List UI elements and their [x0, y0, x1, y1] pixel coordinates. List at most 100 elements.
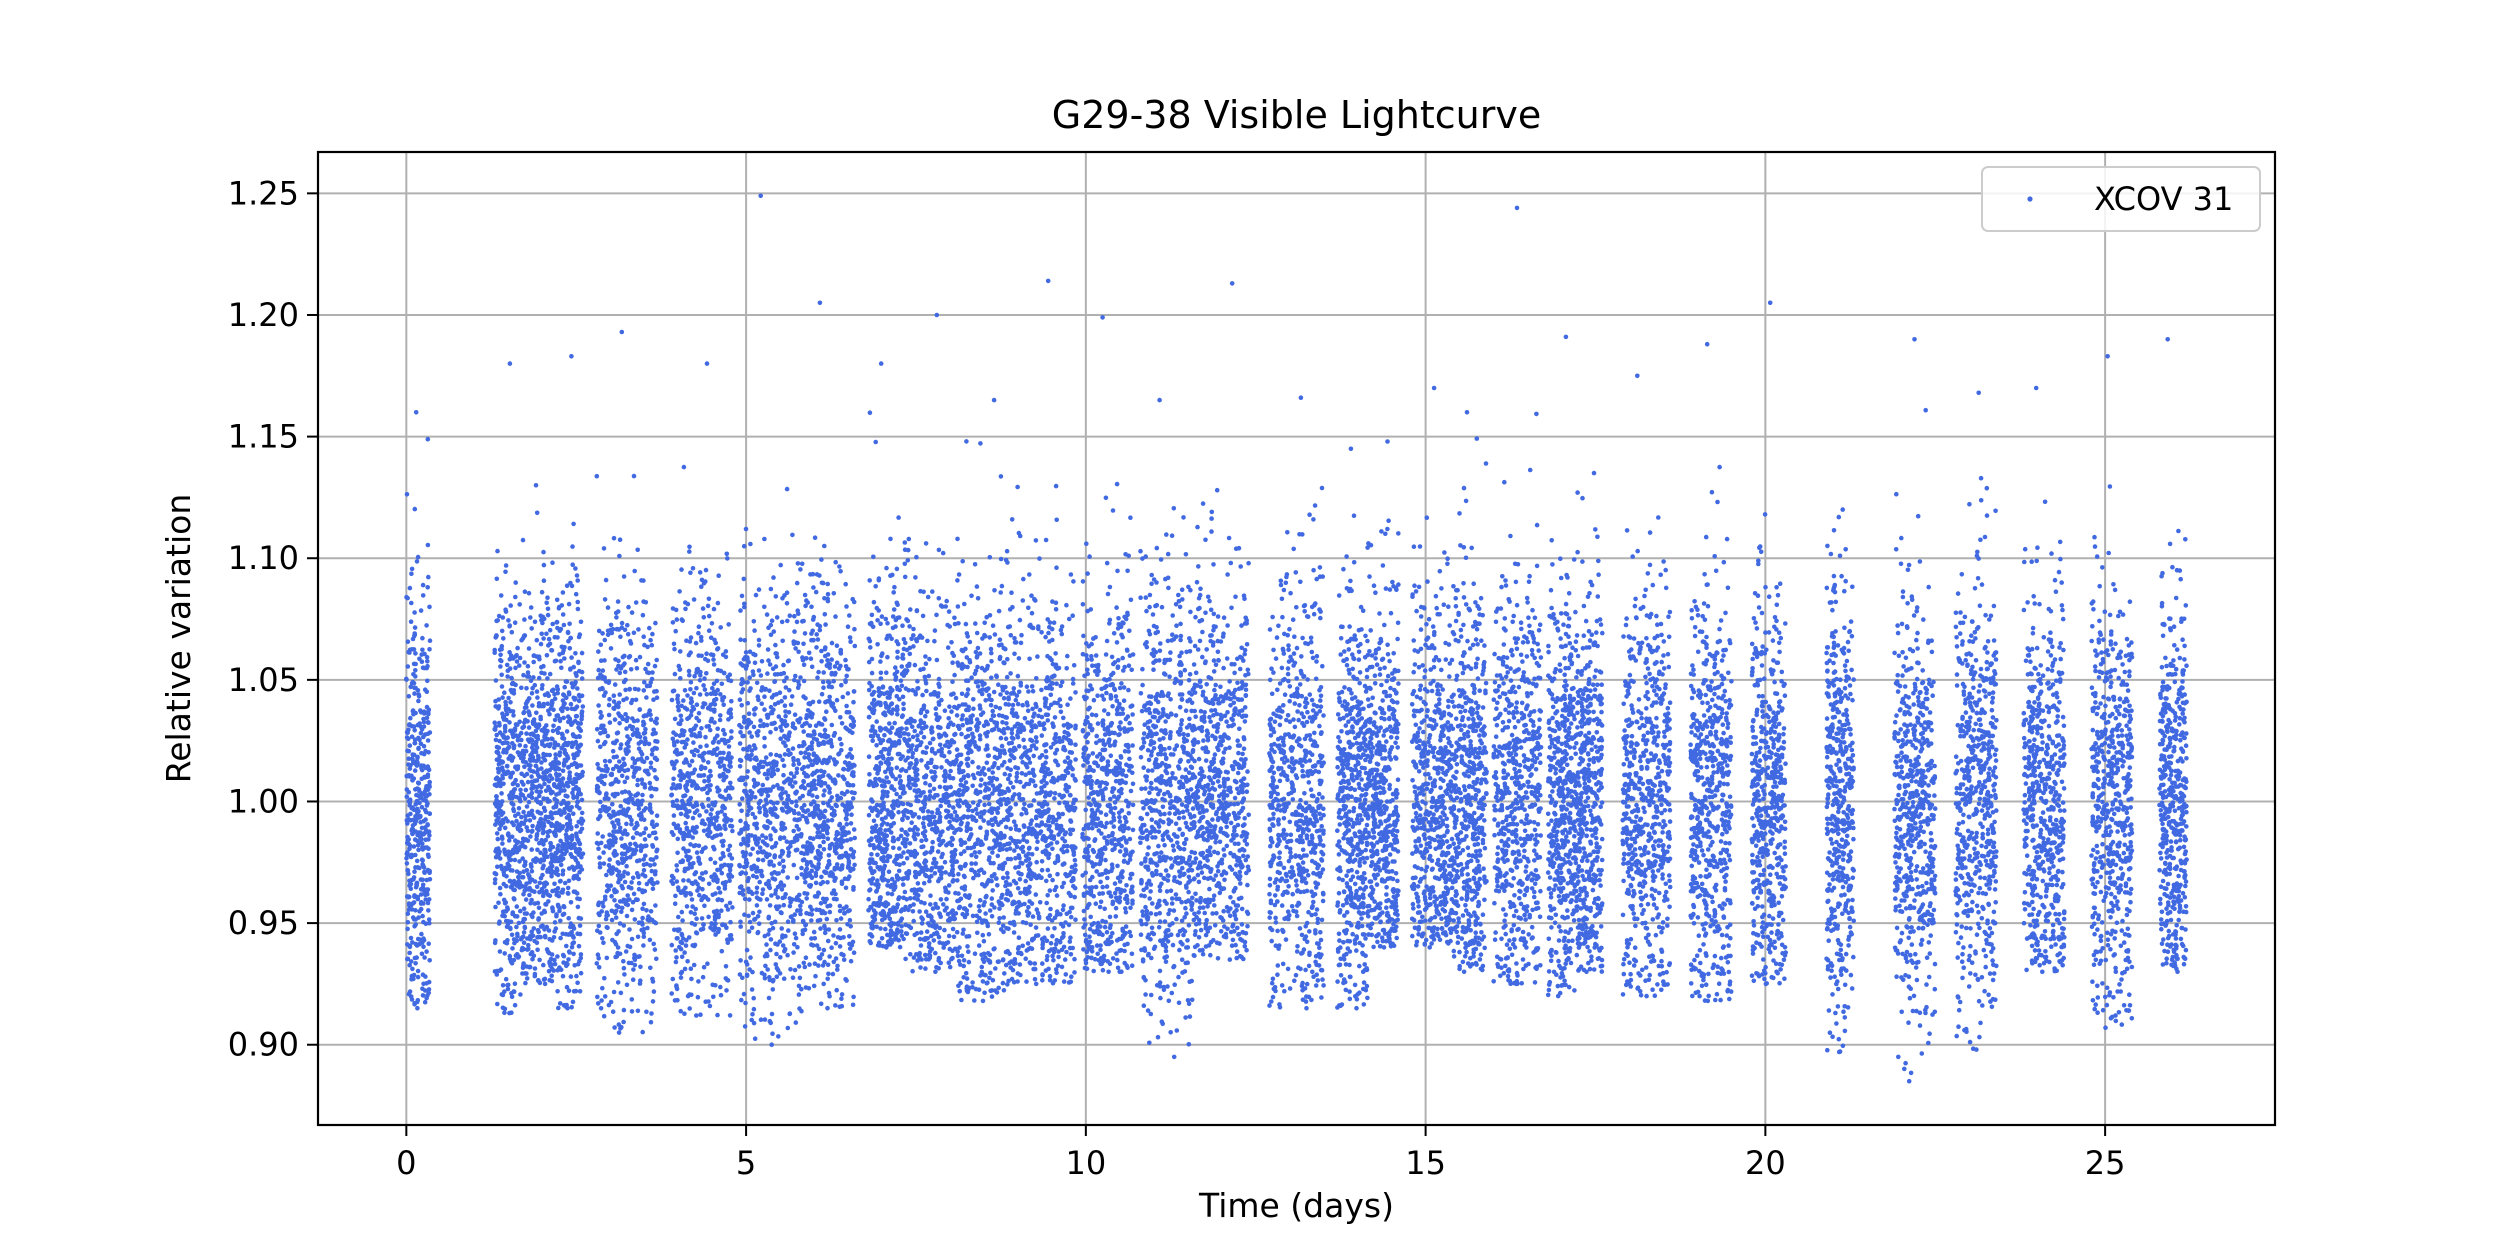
- data-point: [830, 723, 835, 728]
- data-point: [812, 782, 817, 787]
- data-point: [827, 695, 832, 700]
- data-point: [841, 695, 846, 700]
- data-point: [547, 799, 552, 804]
- data-point: [561, 612, 566, 617]
- data-point: [827, 954, 832, 959]
- data-point: [604, 791, 609, 796]
- data-point: [849, 821, 854, 826]
- data-point: [851, 783, 856, 788]
- data-point: [802, 742, 807, 747]
- data-point: [800, 562, 805, 567]
- data-point: [579, 916, 584, 921]
- data-point: [744, 858, 749, 863]
- data-point: [640, 1030, 645, 1035]
- data-point: [529, 774, 534, 779]
- data-point: [618, 537, 623, 542]
- data-point: [557, 767, 562, 772]
- data-point: [557, 652, 562, 657]
- data-point: [523, 744, 528, 749]
- data-point: [513, 620, 518, 625]
- data-point: [654, 855, 659, 860]
- data-point: [599, 775, 604, 780]
- data-point: [771, 987, 776, 992]
- data-point: [767, 883, 772, 888]
- data-point: [424, 949, 429, 954]
- data-point: [404, 774, 409, 779]
- data-point: [810, 629, 815, 634]
- data-point: [774, 952, 779, 957]
- data-point: [546, 613, 551, 618]
- data-point: [777, 714, 782, 719]
- data-point: [556, 731, 561, 736]
- data-point: [671, 620, 676, 625]
- data-point: [504, 900, 509, 905]
- data-point: [508, 926, 513, 931]
- data-point: [543, 758, 548, 763]
- data-point: [426, 738, 431, 743]
- data-point: [653, 947, 658, 952]
- data-point: [728, 759, 733, 764]
- data-point: [618, 826, 623, 831]
- data-point: [620, 860, 625, 865]
- data-point: [826, 972, 831, 977]
- data-point: [851, 940, 856, 945]
- data-point: [847, 752, 852, 757]
- data-point: [761, 765, 766, 770]
- data-point: [716, 886, 721, 891]
- data-point: [834, 804, 839, 809]
- data-point: [405, 835, 410, 840]
- data-point: [421, 735, 426, 740]
- data-point: [785, 601, 790, 606]
- data-point: [420, 826, 425, 831]
- data-point: [641, 613, 646, 618]
- data-point: [613, 741, 618, 746]
- data-point: [423, 793, 428, 798]
- data-point: [752, 712, 757, 717]
- data-point: [837, 666, 842, 671]
- data-point: [518, 909, 523, 914]
- data-point: [782, 593, 787, 598]
- data-point: [559, 858, 564, 863]
- data-point: [498, 653, 503, 658]
- data-point: [699, 767, 704, 772]
- data-point: [867, 578, 872, 583]
- data-point: [644, 826, 649, 831]
- data-point: [541, 796, 546, 801]
- data-point: [640, 799, 645, 804]
- data-point: [643, 736, 648, 741]
- data-point: [818, 852, 823, 857]
- data-point: [676, 708, 681, 713]
- data-point: [689, 680, 694, 685]
- data-point: [580, 651, 585, 656]
- data-point: [712, 698, 717, 703]
- data-point: [768, 807, 773, 812]
- data-point: [685, 959, 690, 964]
- data-point: [786, 928, 791, 933]
- data-point: [555, 635, 560, 640]
- data-point: [672, 813, 677, 818]
- data-point: [548, 865, 553, 870]
- data-point: [709, 719, 714, 724]
- data-point: [741, 850, 746, 855]
- data-point: [738, 924, 743, 929]
- data-point: [634, 698, 639, 703]
- data-point: [746, 722, 751, 727]
- data-point: [742, 865, 747, 870]
- data-point: [520, 840, 525, 845]
- data-point: [691, 816, 696, 821]
- data-point: [897, 774, 902, 779]
- data-point: [633, 917, 638, 922]
- data-point: [672, 743, 677, 748]
- data-point: [613, 717, 618, 722]
- data-point: [822, 948, 827, 953]
- data-point: [530, 731, 535, 736]
- data-point: [625, 914, 630, 919]
- data-point: [418, 830, 423, 835]
- data-point: [625, 893, 630, 898]
- data-point: [803, 750, 808, 755]
- data-point: [407, 694, 412, 699]
- data-point: [783, 719, 788, 724]
- data-point: [694, 870, 699, 875]
- data-point: [650, 748, 655, 753]
- data-point: [595, 831, 600, 836]
